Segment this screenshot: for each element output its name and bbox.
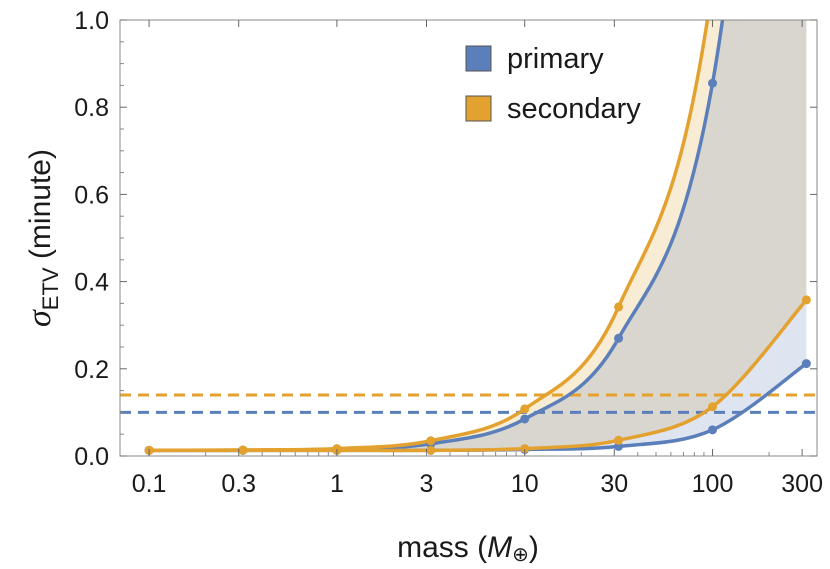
y-tick-label: 0.8 xyxy=(74,94,109,122)
secondary-upper-point xyxy=(520,404,530,414)
primary-legend-label: primary xyxy=(507,43,604,75)
x-tick-label: 30 xyxy=(600,470,628,498)
primary-legend-swatch xyxy=(465,45,492,72)
secondary-lower-point xyxy=(238,445,248,455)
secondary-lower-point xyxy=(614,435,624,445)
y-axis-ticks: 0.0 0.2 0.4 0.6 0.8 1.0 xyxy=(74,7,817,471)
secondary-lower-point xyxy=(801,295,811,305)
x-tick-label: 3 xyxy=(420,470,434,498)
primary-band xyxy=(149,20,807,451)
secondary-upper-point xyxy=(426,436,436,446)
threshold-lines xyxy=(120,393,817,414)
secondary-lower-point xyxy=(426,445,436,455)
legend: primary secondary xyxy=(465,43,641,125)
primary-lower-point xyxy=(801,359,811,369)
x-axis-ticks: 0.1 0.3 1 3 10 30 100 300 xyxy=(132,20,823,498)
x-tick-label: 10 xyxy=(511,470,539,498)
y-tick-label: 0.4 xyxy=(74,269,109,297)
primary-upper-point xyxy=(708,78,718,88)
secondary-legend-swatch xyxy=(465,95,492,122)
y-tick-label: 0.0 xyxy=(74,443,109,471)
x-tick-label: 1 xyxy=(330,470,344,498)
y-tick-label: 0.2 xyxy=(74,356,109,384)
x-tick-label: 0.1 xyxy=(132,470,167,498)
secondary-band xyxy=(149,20,807,451)
y-tick-label: 1.0 xyxy=(74,7,109,35)
y-tick-label: 0.6 xyxy=(74,181,109,209)
secondary-upper-point xyxy=(614,302,624,312)
primary-upper-point xyxy=(614,333,624,343)
primary-lower-point xyxy=(708,425,718,435)
secondary-legend-label: secondary xyxy=(507,93,641,125)
x-tick-label: 100 xyxy=(692,470,734,498)
secondary-lower-point xyxy=(520,444,530,454)
x-tick-label: 300 xyxy=(781,470,823,498)
secondary-lower-point xyxy=(708,402,718,412)
uncertainty-bands xyxy=(149,20,807,451)
x-tick-label: 0.3 xyxy=(221,470,256,498)
primary-upper-point xyxy=(520,414,530,424)
x-axis-title: mass (M⊕) xyxy=(397,531,539,566)
y-axis-title: σETV (minute) xyxy=(21,149,63,327)
